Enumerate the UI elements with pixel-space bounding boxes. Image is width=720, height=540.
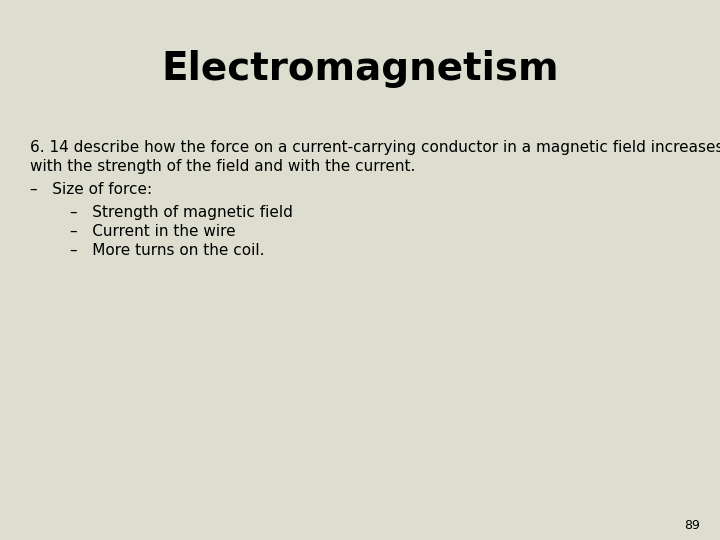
Text: 6. 14 describe how the force on a current-carrying conductor in a magnetic field: 6. 14 describe how the force on a curren… bbox=[30, 140, 720, 155]
Text: –   Current in the wire: – Current in the wire bbox=[70, 224, 235, 239]
Text: 89: 89 bbox=[684, 519, 700, 532]
Text: with the strength of the field and with the current.: with the strength of the field and with … bbox=[30, 159, 415, 174]
Text: Electromagnetism: Electromagnetism bbox=[161, 50, 559, 88]
Text: –   More turns on the coil.: – More turns on the coil. bbox=[70, 243, 264, 258]
Text: –   Strength of magnetic field: – Strength of magnetic field bbox=[70, 205, 293, 220]
Text: –   Size of force:: – Size of force: bbox=[30, 182, 152, 197]
